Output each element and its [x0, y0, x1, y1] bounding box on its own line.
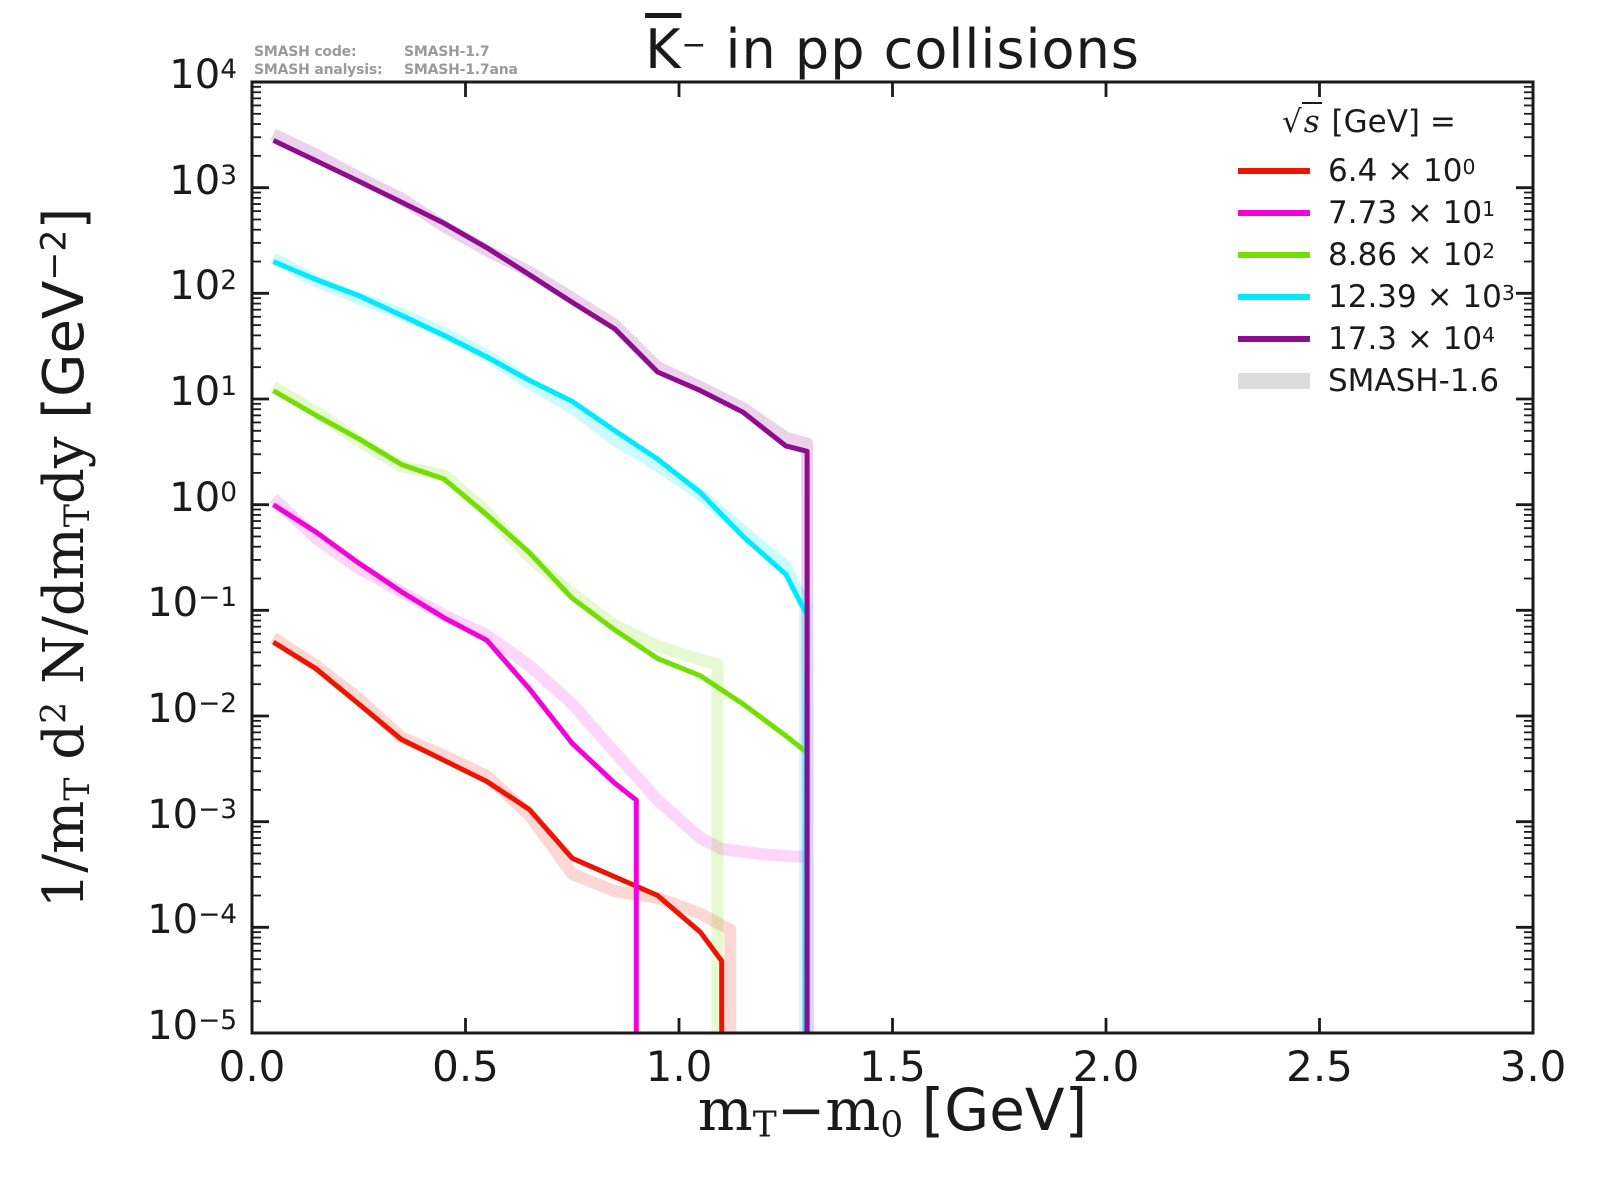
- x-tick-label: 0.5: [432, 1042, 499, 1091]
- spectrum-line-7.73: [272, 502, 639, 1033]
- y-tick-exponent: −3: [198, 793, 237, 825]
- legend-exponent: 1: [1482, 197, 1496, 222]
- legend-entry: 6.4 × 100: [1238, 150, 1515, 192]
- legend-line-swatch: [1238, 210, 1310, 216]
- y-axis-label: 1/mT d2 N/dmTdy [GeV−2]: [31, 207, 97, 908]
- particle-charge: −: [681, 27, 708, 63]
- title-rest: in pp collisions: [707, 18, 1140, 81]
- smash16-band-6.4: [270, 632, 737, 1033]
- y-tick-label: 101: [169, 369, 237, 415]
- legend-line-swatch: [1238, 168, 1310, 174]
- y-tick-label: 103: [169, 157, 237, 204]
- x-axis-label: mT−m0 [GeV]: [252, 1076, 1533, 1145]
- legend-line-swatch: [1238, 252, 1310, 258]
- spectrum-line-6.4: [272, 639, 725, 1033]
- y-tick-exponent: −1: [198, 582, 237, 614]
- legend-entry: 17.3 × 104: [1238, 318, 1515, 360]
- legend-entry: 7.73 × 101: [1238, 192, 1515, 234]
- x-tick-label: 2.5: [1286, 1042, 1353, 1091]
- legend-exponent: 0: [1462, 155, 1476, 180]
- legend-exponent: 4: [1482, 323, 1496, 348]
- axis-label-part: m: [825, 1076, 881, 1144]
- legend-rows: 6.4 × 100 7.73 × 101 8.86 × 102 12.39 × 103…: [1238, 150, 1515, 402]
- legend-line-swatch: [1238, 336, 1310, 342]
- axis-label-part: 2: [34, 701, 75, 724]
- curves-group: [269, 128, 814, 1033]
- legend: √s [GeV] = 6.4 × 100 7.73 × 101 8.86 × 102…: [1238, 102, 1515, 402]
- axis-label-part: [GeV]: [903, 1076, 1088, 1144]
- smash-code-line: SMASH code: SMASH-1.7: [254, 44, 518, 62]
- y-tick-label: 10−5: [147, 1003, 237, 1049]
- spectrum-line-17.3: [272, 138, 810, 1033]
- axis-label-part: ]: [31, 207, 97, 230]
- legend-exponent: 3: [1501, 281, 1515, 306]
- y-tick-label: 10−2: [147, 686, 237, 732]
- y-tick-exponent: 4: [220, 53, 237, 85]
- axis-label-part: −2: [34, 229, 75, 281]
- x-tick-label: 1.0: [645, 1042, 713, 1091]
- legend-band-swatch: [1238, 373, 1310, 389]
- smash-code-value: SMASH-1.7: [404, 44, 490, 60]
- sqrt-radical: √: [1282, 104, 1302, 140]
- y-axis-label-box: 1/mT d2 N/dmTdy [GeV−2]: [12, 82, 117, 1033]
- axis-label-part: m: [697, 1076, 753, 1144]
- smash-analysis-line: SMASH analysis: SMASH-1.7ana: [254, 62, 518, 80]
- smash-analysis-label: SMASH analysis:: [254, 61, 383, 78]
- smash-version-note: SMASH code: SMASH-1.7 SMASH analysis: SMAS…: [254, 44, 518, 79]
- y-tick-exponent: −2: [198, 687, 237, 719]
- legend-entry: 12.39 × 103: [1238, 276, 1515, 318]
- y-tick-exponent: −5: [198, 1004, 237, 1036]
- axis-label-part: T: [57, 503, 98, 527]
- legend-line-swatch: [1238, 294, 1310, 300]
- legend-header: √s [GeV] =: [1282, 102, 1515, 140]
- smash-analysis-value: SMASH-1.7ana: [404, 61, 518, 78]
- legend-entry-label: 8.86 × 102: [1328, 237, 1496, 273]
- y-tick-exponent: 3: [220, 159, 237, 191]
- x-tick-label: 3.0: [1499, 1042, 1567, 1091]
- axis-label-part: N/dm: [31, 526, 97, 702]
- y-tick-label: 104: [169, 52, 237, 98]
- y-tick-label: 100: [169, 474, 237, 521]
- legend-entry: 8.86 × 102: [1238, 234, 1515, 276]
- axis-label-part: T: [752, 1104, 777, 1146]
- legend-header-units: [GeV] =: [1321, 104, 1456, 140]
- y-tick-label: 10−1: [147, 580, 237, 627]
- smash16-band-17.3: [270, 128, 814, 1033]
- y-tick-label: 10−3: [147, 791, 237, 838]
- axis-label-part: 1/m: [31, 800, 97, 908]
- particle-symbol: K: [645, 18, 682, 81]
- y-tick-exponent: 2: [220, 265, 237, 297]
- x-tick-label: 1.5: [859, 1042, 926, 1091]
- spectrum-line-8.86: [272, 388, 810, 1033]
- legend-entry-label: 7.73 × 101: [1328, 195, 1496, 231]
- axis-label-part: [GeV: [31, 280, 97, 419]
- axis-label-part: d: [31, 723, 97, 778]
- smash16-band-7.73: [269, 493, 808, 864]
- x-tick-label: 2.0: [1072, 1042, 1140, 1091]
- y-tick-exponent: 0: [220, 476, 237, 508]
- y-tick-exponent: 1: [220, 370, 237, 402]
- spectrum-line-12.39: [272, 259, 810, 1033]
- sqrt-s-symbol: s: [1301, 102, 1322, 140]
- legend-entry-label: SMASH-1.6: [1328, 363, 1500, 399]
- x-tick-label: 0.0: [218, 1042, 286, 1091]
- axis-label-part: dy: [31, 418, 97, 504]
- y-tick-label: 10−4: [147, 897, 237, 944]
- y-tick-exponent: −4: [198, 899, 237, 931]
- legend-entry-label: 12.39 × 103: [1328, 279, 1515, 315]
- axis-label-part: −: [776, 1076, 826, 1144]
- legend-entry-label: 17.3 × 104: [1328, 321, 1496, 357]
- smash-code-label: SMASH code:: [254, 44, 357, 60]
- legend-entry: SMASH-1.6: [1238, 360, 1515, 402]
- legend-entry-label: 6.4 × 100: [1328, 153, 1476, 189]
- y-tick-label: 102: [169, 263, 237, 310]
- plot-title: K− in pp collisions: [252, 18, 1533, 81]
- smash16-band-8.86: [270, 381, 724, 1033]
- legend-exponent: 2: [1482, 239, 1496, 264]
- axis-label-part: 0: [880, 1104, 904, 1146]
- axis-label-part: T: [57, 777, 98, 801]
